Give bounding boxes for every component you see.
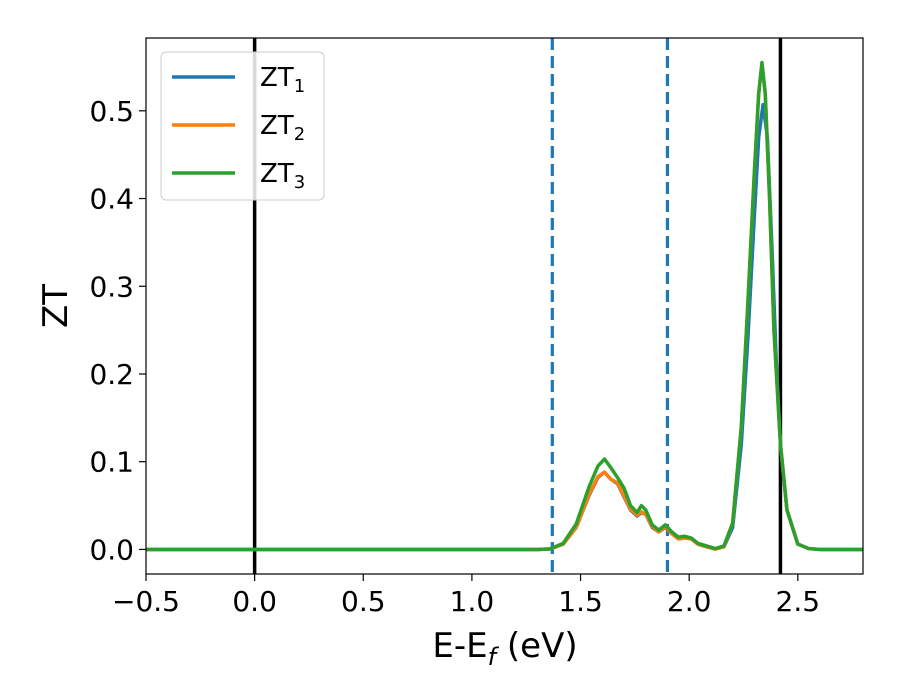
series-line-3: [146, 60, 863, 552]
x-tick-label: 2.5: [776, 585, 821, 618]
plot-frame: [145, 37, 864, 575]
legend-box: [160, 51, 325, 201]
x-tick-label: 1.0: [450, 585, 495, 618]
x-axis-label: E-Ef (eV): [432, 626, 577, 671]
legend-label-3: ZT3: [260, 159, 305, 193]
y-axis-ticks: 0.0 0.1 0.2 0.3 0.4 0.5: [89, 95, 146, 566]
legend: ZT1 ZT2 ZT3: [160, 51, 325, 201]
legend-label-2: ZT2: [260, 111, 305, 145]
y-axis-label: ZT: [36, 284, 76, 328]
x-tick-label: −0.5: [112, 585, 180, 618]
y-tick-label: 0.1: [89, 446, 134, 479]
x-tick-label: 0.0: [232, 585, 277, 618]
x-tick-label: 1.5: [558, 585, 603, 618]
y-tick-label: 0.4: [89, 183, 134, 216]
x-tick-label: 0.5: [341, 585, 386, 618]
y-tick-label: 0.5: [89, 95, 134, 128]
x-tick-label: 2.0: [667, 585, 712, 618]
y-tick-label: 0.3: [89, 270, 134, 303]
legend-label-1: ZT1: [260, 63, 305, 97]
y-tick-label: 0.2: [89, 358, 134, 391]
y-tick-label: 0.0: [89, 533, 134, 566]
x-axis-ticks: −0.5 0.0 0.5 1.0 1.5 2.0 2.5: [112, 574, 820, 618]
series-layer: [146, 60, 863, 552]
